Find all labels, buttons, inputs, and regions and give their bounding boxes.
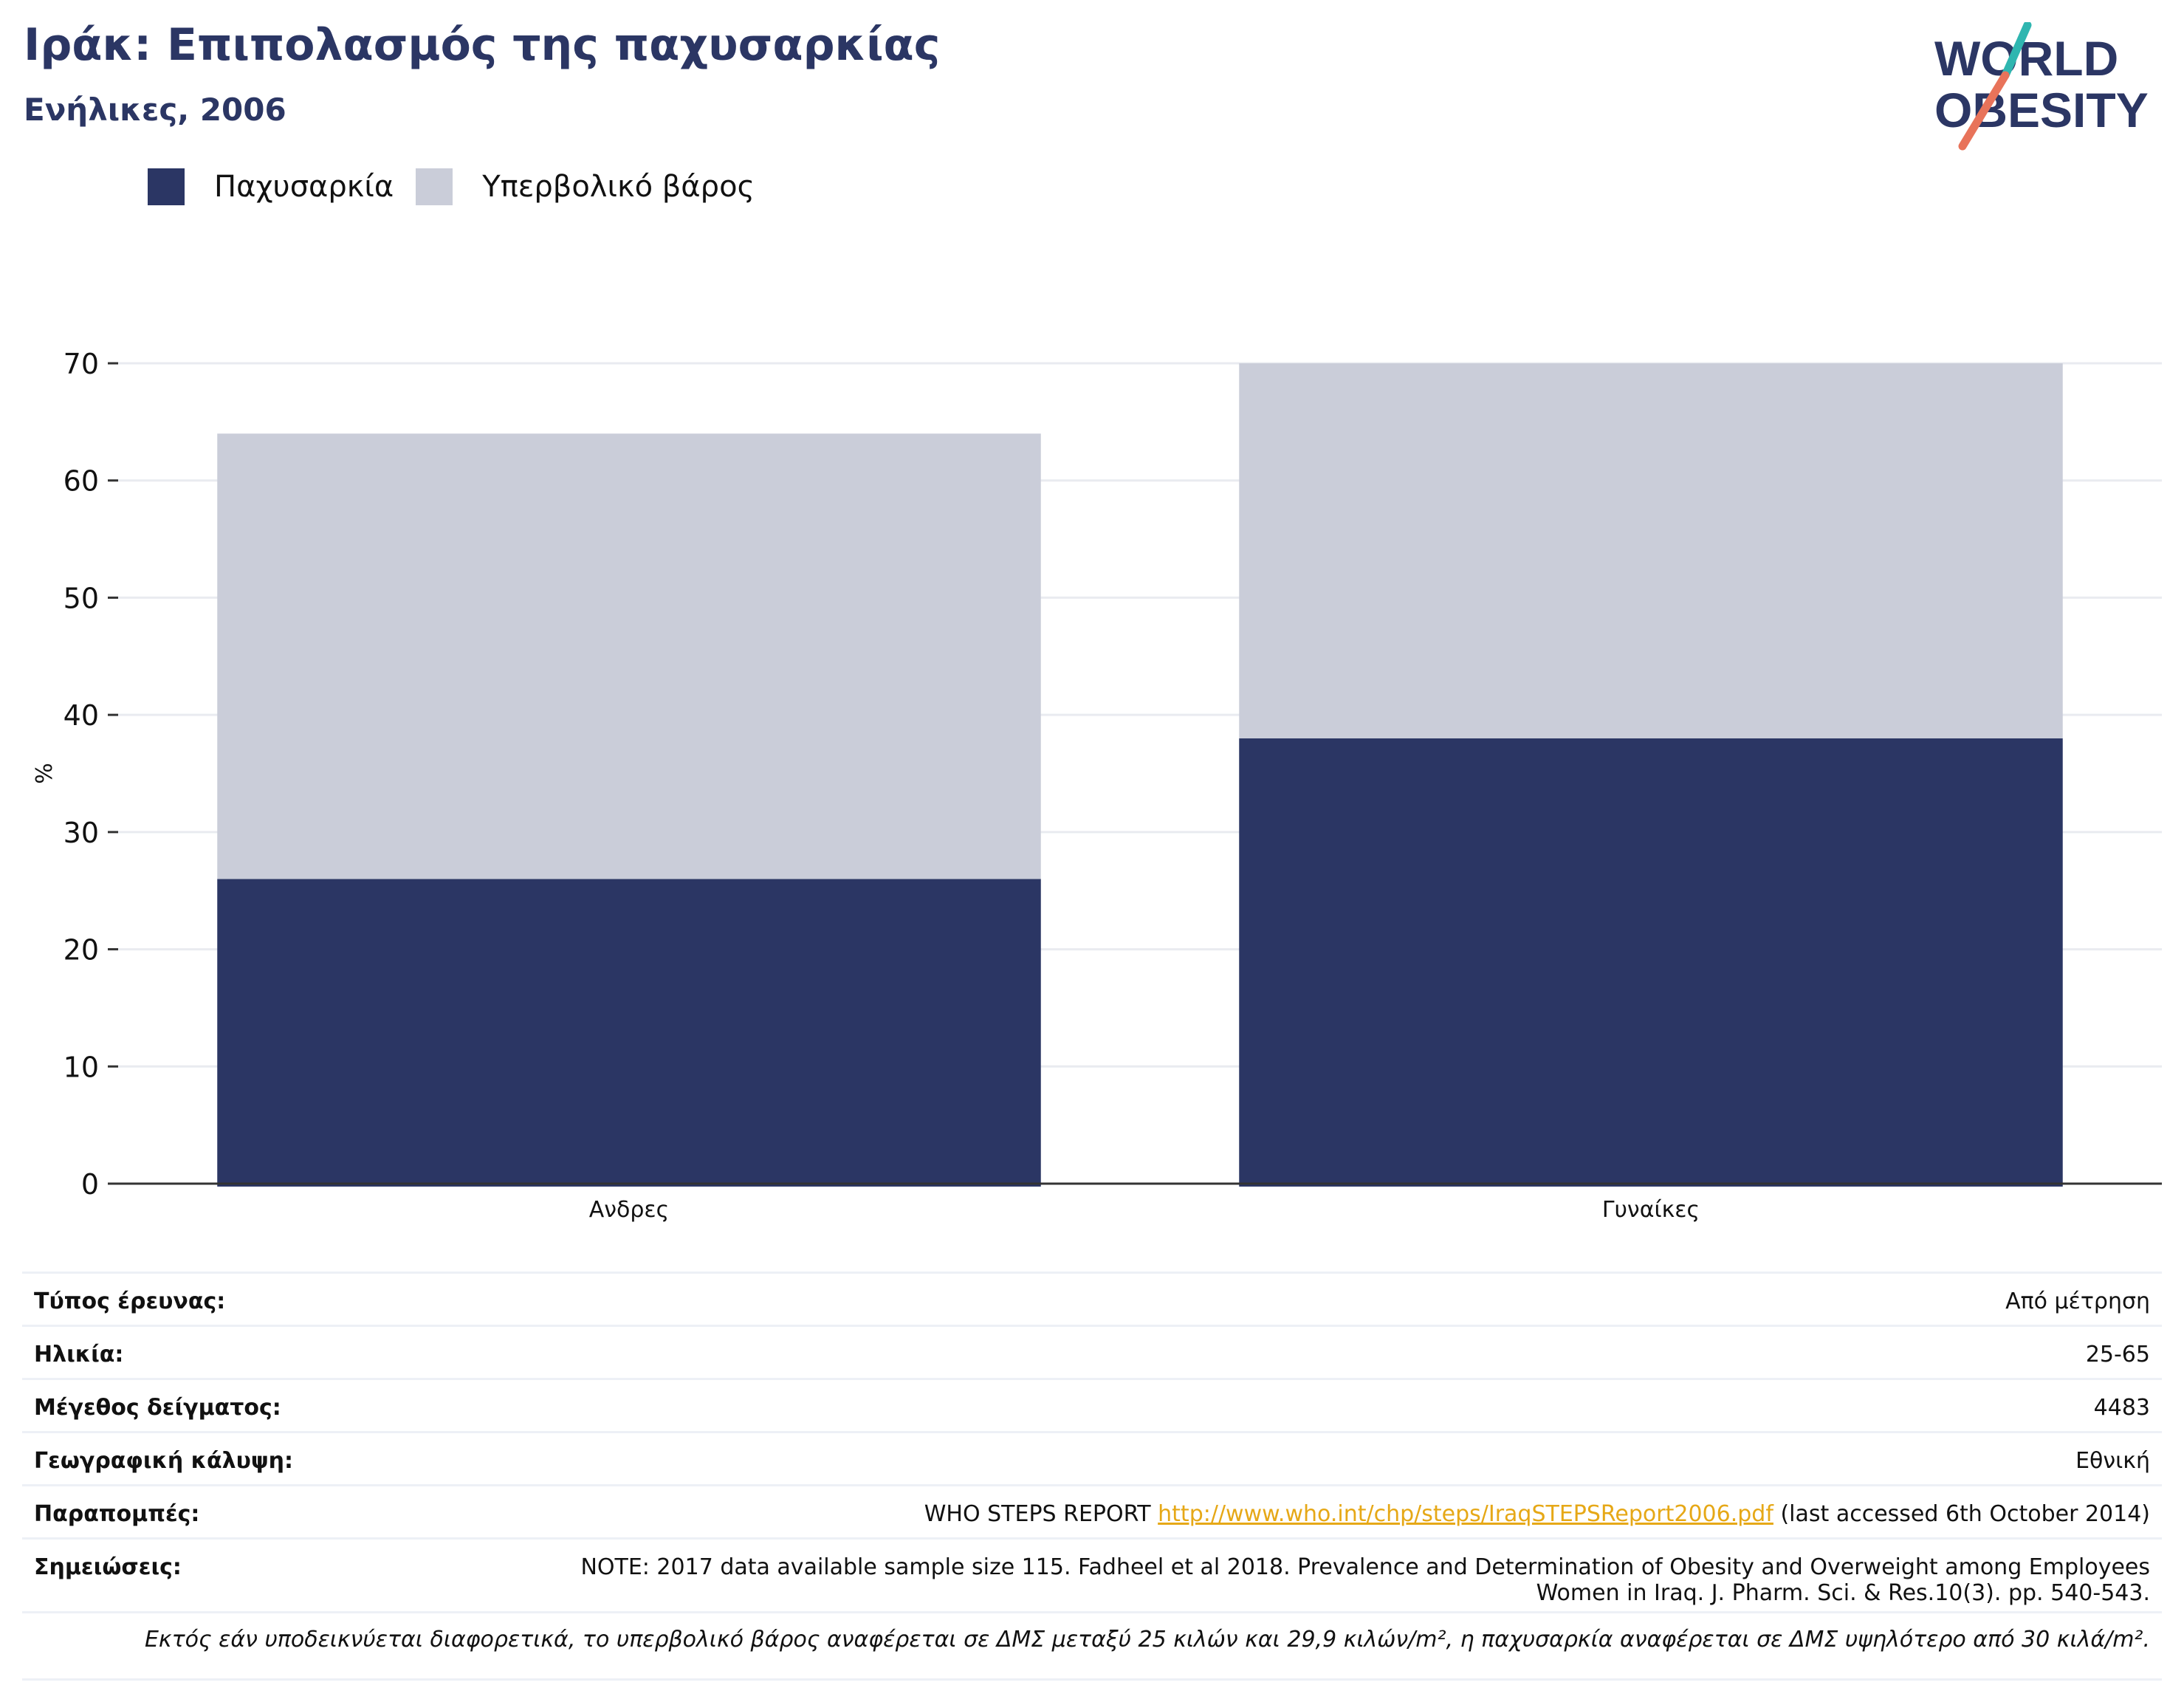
legend-swatch-obesity [148, 168, 185, 205]
y-tick-label: 70 [63, 348, 99, 380]
logo-word-world: WORLD [1934, 31, 2118, 86]
logo-slash-teal [2001, 22, 2032, 80]
info-value: WHO STEPS REPORT http://www.who.int/chp/… [924, 1501, 2150, 1527]
reference-prefix: WHO STEPS REPORT [924, 1501, 1151, 1527]
info-row-references: Παραπομπές: WHO STEPS REPORT http://www.… [22, 1484, 2162, 1537]
notes-line-2: Women in Iraq. J. Pharm. Sci. & Res.10(3… [1536, 1580, 2150, 1606]
legend-swatch-overweight [416, 168, 453, 205]
x-tick-label: Γυναίκες [1602, 1197, 1700, 1223]
info-row-coverage: Γεωγραφική κάλυψη: Εθνική [22, 1431, 2162, 1484]
info-row-age: Ηλικία: 25-65 [22, 1325, 2162, 1378]
info-label: Ηλικία: [34, 1342, 124, 1368]
bar-overweight-1[interactable] [217, 433, 1041, 879]
survey-info-table: Τύπος έρευνας: Από μέτρηση Ηλικία: 25-65… [22, 1272, 2162, 1681]
info-value: Από μέτρηση [2005, 1288, 2150, 1314]
y-tick-label: 10 [63, 1051, 99, 1083]
info-value: Εθνική [2075, 1448, 2150, 1474]
info-value: 4483 [2093, 1395, 2150, 1421]
x-axis-ticks: Ανδρες Γυναίκες [589, 1197, 1700, 1223]
legend-label-obesity: Παχυσαρκία [214, 170, 394, 204]
chart-title: Ιράκ: Επιπολασμός της παχυσαρκίας [24, 19, 941, 71]
legend-item-obesity[interactable]: Παχυσαρκία [148, 168, 394, 205]
logo-word-obesity: OBESITY [1934, 83, 2149, 137]
y-axis-label: % [32, 763, 58, 784]
info-label: Τύπος έρευνας: [34, 1288, 226, 1314]
info-value: 25-65 [2085, 1342, 2150, 1368]
legend-label-overweight: Υπερβολικό βάρος [482, 170, 755, 204]
bars [217, 363, 2063, 1187]
y-tick-label: 20 [63, 934, 99, 967]
info-label: Παραπομπές: [34, 1501, 200, 1527]
y-axis-ticks: 0 10 20 30 40 50 60 70 [63, 348, 118, 1201]
info-row-sample-size: Μέγεθος δείγματος: 4483 [22, 1378, 2162, 1431]
bar-overweight-2[interactable] [1239, 363, 2063, 738]
y-tick-label: 60 [63, 465, 99, 498]
stacked-bar-chart: 0 10 20 30 40 50 60 70 Ανδρες Γυναίκες % [32, 348, 2162, 1223]
bar-obesity-1[interactable] [217, 879, 1041, 1187]
info-label: Μέγεθος δείγματος: [34, 1395, 281, 1421]
chart-subtitle: Ενήλικες, 2006 [24, 92, 286, 128]
info-value: NOTE: 2017 data available sample size 11… [580, 1554, 2150, 1606]
reference-suffix: (last accessed 6th October 2014) [1780, 1501, 2150, 1527]
world-obesity-logo: WORLD OBESITY [1934, 22, 2149, 151]
x-tick-label: Ανδρες [589, 1197, 670, 1223]
legend-item-overweight[interactable]: Υπερβολικό βάρος [416, 168, 755, 205]
reference-link[interactable]: http://www.who.int/chp/steps/IraqSTEPSRe… [1158, 1501, 1773, 1527]
y-tick-label: 30 [63, 817, 99, 849]
y-tick-label: 50 [63, 582, 99, 614]
info-label: Σημειώσεις: [34, 1554, 182, 1580]
y-tick-label: 0 [81, 1168, 99, 1201]
y-tick-label: 40 [63, 699, 99, 732]
info-row-notes: Σημειώσεις: NOTE: 2017 data available sa… [22, 1537, 2162, 1611]
legend: Παχυσαρκία Υπερβολικό βάρος [148, 168, 777, 205]
logo-slash-coral [1958, 71, 2010, 151]
info-row-survey-type: Τύπος έρευνας: Από μέτρηση [22, 1272, 2162, 1325]
footnote: Εκτός εάν υποδεικνύεται διαφορετικά, το … [22, 1611, 2162, 1681]
bar-obesity-2[interactable] [1239, 738, 2063, 1187]
info-label: Γεωγραφική κάλυψη: [34, 1448, 294, 1474]
notes-line-1: NOTE: 2017 data available sample size 11… [580, 1554, 2150, 1580]
